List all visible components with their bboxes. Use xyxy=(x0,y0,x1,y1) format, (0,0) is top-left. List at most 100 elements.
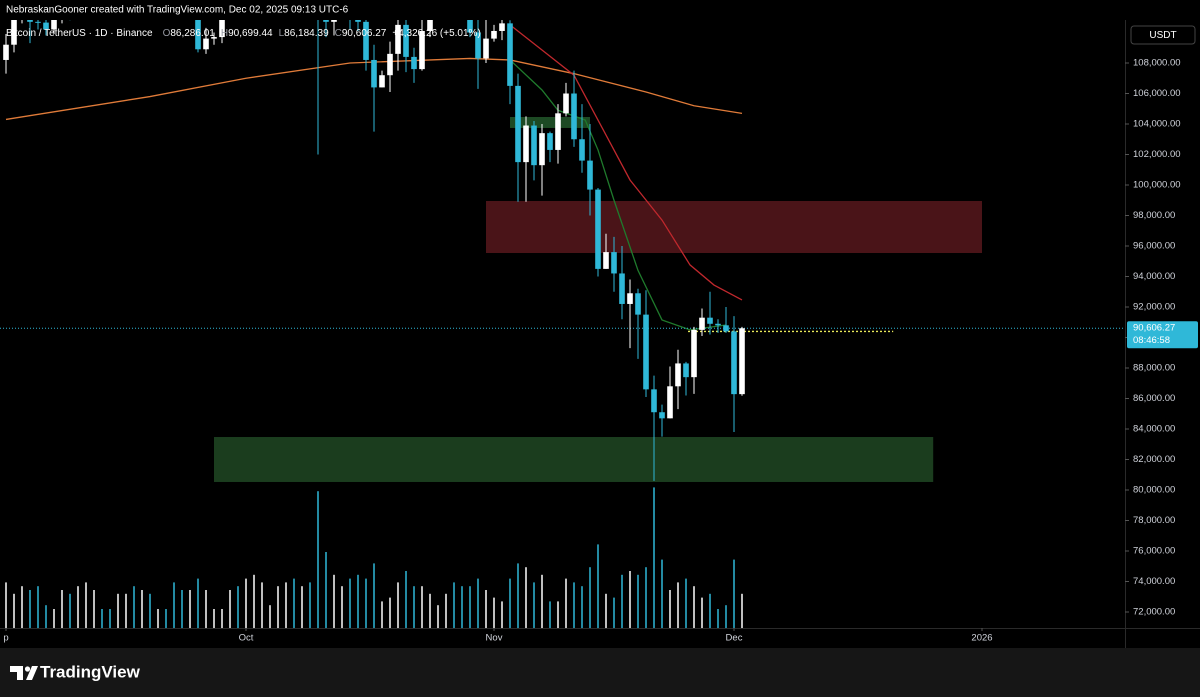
volume-bar xyxy=(509,578,511,628)
y-tick-label: 104,000.00 xyxy=(1133,119,1181,130)
candle-body xyxy=(499,23,505,31)
symbol: Bitcoin / TetherUS · 1D · Binance xyxy=(6,28,153,39)
volume-bar xyxy=(645,567,647,628)
volume-bar xyxy=(181,590,183,628)
legend-value: 86,286.01 xyxy=(170,28,215,39)
volume-bar xyxy=(29,590,31,628)
volume-bar xyxy=(277,586,279,628)
candle-body xyxy=(515,85,521,163)
legend-key: O xyxy=(163,28,171,39)
volume-bar xyxy=(717,609,719,628)
zone xyxy=(214,437,934,482)
volume-bar xyxy=(341,586,343,628)
currency-button[interactable] xyxy=(1130,25,1196,45)
candle-body xyxy=(555,113,561,150)
volume-bar xyxy=(45,605,47,628)
volume-bar xyxy=(485,590,487,628)
x-tick-label: 2026 xyxy=(971,633,992,644)
volume-bar xyxy=(589,567,591,628)
legend-value: 86,184.39 xyxy=(284,28,329,39)
volume-bar xyxy=(661,559,663,628)
x-tick-label: p xyxy=(3,633,8,644)
volume-bar xyxy=(453,582,455,628)
candle-body xyxy=(219,20,225,38)
candle-body xyxy=(627,293,633,304)
volume-bar xyxy=(581,586,583,628)
candle-body xyxy=(355,20,361,22)
volume-bar xyxy=(549,601,551,628)
volume-bar xyxy=(669,590,671,628)
volume-bar xyxy=(101,609,103,628)
candle-body xyxy=(691,329,697,378)
candle-body xyxy=(539,133,545,166)
legend-key: H xyxy=(221,28,228,39)
candle-body xyxy=(715,323,721,326)
y-tick-label: 74,000.00 xyxy=(1133,576,1175,587)
candle-body xyxy=(371,59,377,88)
candle-body xyxy=(579,139,585,161)
candle-body xyxy=(731,331,737,395)
candle-body xyxy=(411,56,417,70)
volume-bar xyxy=(525,567,527,628)
candle-body xyxy=(475,32,481,59)
candle-body xyxy=(331,20,337,22)
volume-bar xyxy=(333,574,335,628)
brand-logo xyxy=(10,666,38,680)
volume-bar xyxy=(469,586,471,628)
volume-bar xyxy=(365,578,367,628)
zone xyxy=(510,116,590,128)
zone xyxy=(486,201,982,254)
volume-bar xyxy=(541,574,543,628)
candle-body xyxy=(699,317,705,330)
legend-value: 90,606.27 xyxy=(342,28,387,39)
volume-bar xyxy=(269,605,271,628)
volume-bar xyxy=(125,593,127,628)
volume-bar xyxy=(701,597,703,628)
x-tick-label: Oct xyxy=(239,633,254,644)
footer xyxy=(0,648,1200,697)
candle-body xyxy=(427,20,433,31)
volume-bar xyxy=(629,571,631,628)
volume-bar xyxy=(85,582,87,628)
volume-bar xyxy=(221,609,223,628)
volume-bar xyxy=(133,586,135,628)
candle-body xyxy=(419,30,425,70)
volume-bar xyxy=(165,609,167,628)
volume-bar xyxy=(677,582,679,628)
candle-body xyxy=(707,317,713,324)
volume-bar xyxy=(261,582,263,628)
candle-body xyxy=(11,20,17,45)
legend-change: +4,320.26 (+5.01%) xyxy=(392,28,480,39)
volume-bar xyxy=(533,582,535,628)
volume-bar xyxy=(597,544,599,628)
y-tick-label: 98,000.00 xyxy=(1133,210,1175,221)
candle-body xyxy=(547,133,553,150)
volume-bar xyxy=(189,590,191,628)
candle-body xyxy=(723,325,729,332)
candle-body xyxy=(35,21,41,23)
brand-logo-dot xyxy=(24,666,31,672)
volume-bar xyxy=(253,574,255,628)
brand-name: TradingView xyxy=(40,662,141,681)
volume-bar xyxy=(517,563,519,628)
candle-body xyxy=(603,252,609,269)
candle-body xyxy=(403,24,409,57)
volume-bar xyxy=(317,491,319,628)
candle-body xyxy=(675,363,681,387)
volume-bar xyxy=(109,609,111,628)
x-tick-label: Dec xyxy=(726,633,743,644)
legend-key: C xyxy=(335,28,342,39)
volume-bar xyxy=(53,609,55,628)
chart-title: NebraskanGooner created with TradingView… xyxy=(6,5,349,16)
volume-bar xyxy=(477,578,479,628)
candle-body xyxy=(523,125,529,163)
volume-bar xyxy=(325,552,327,628)
volume-bar xyxy=(445,593,447,628)
volume-bar xyxy=(37,586,39,628)
candle-body xyxy=(563,93,569,114)
candle-body xyxy=(211,37,217,39)
candle-body xyxy=(379,75,385,88)
y-tick-label: 106,000.00 xyxy=(1133,88,1181,99)
candle-body xyxy=(363,21,369,60)
